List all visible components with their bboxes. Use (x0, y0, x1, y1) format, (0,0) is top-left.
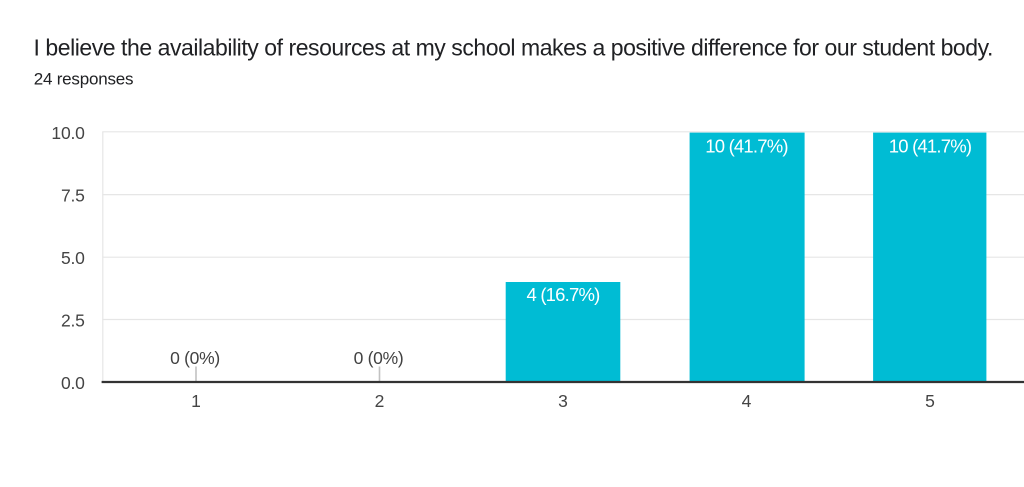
svg-text:5: 5 (925, 391, 935, 411)
svg-text:10 (41.7%): 10 (41.7%) (705, 135, 788, 156)
svg-text:0.0: 0.0 (61, 373, 85, 393)
svg-text:0 (0%): 0 (0%) (170, 348, 220, 368)
svg-text:10 (41.7%): 10 (41.7%) (889, 135, 972, 156)
svg-text:0 (0%): 0 (0%) (354, 348, 404, 368)
svg-text:1: 1 (191, 391, 201, 411)
svg-text:3: 3 (558, 391, 568, 411)
svg-text:4: 4 (742, 391, 752, 411)
svg-text:7.5: 7.5 (61, 186, 85, 206)
svg-text:5.0: 5.0 (61, 248, 85, 268)
svg-text:10.0: 10.0 (51, 123, 85, 143)
svg-text:2.5: 2.5 (61, 310, 85, 330)
svg-text:I believe the availability of: I believe the availability of resources … (34, 34, 993, 60)
svg-text:4 (16.7%): 4 (16.7%) (526, 284, 600, 305)
svg-text:24 responses: 24 responses (34, 69, 134, 88)
svg-text:2: 2 (375, 391, 385, 411)
